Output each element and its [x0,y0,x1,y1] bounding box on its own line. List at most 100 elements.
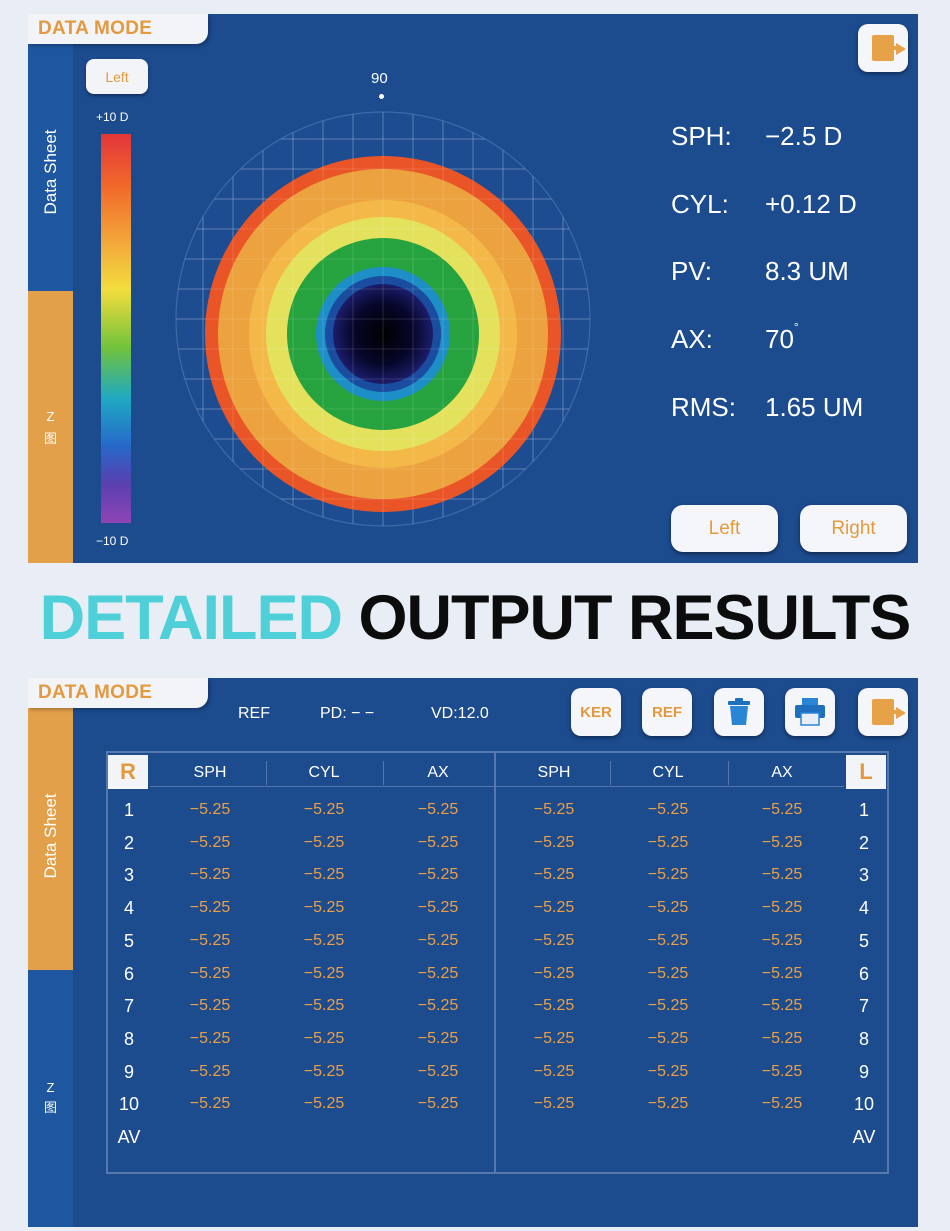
left-cell-ax: −5.25 [761,1095,803,1113]
ax-label: AX: [671,324,713,354]
right-row-label: 3 [123,865,134,886]
left-cell-ax: −5.25 [761,964,803,982]
right-cell-cyl: −5.25 [303,833,345,851]
left-cell-sph: −5.25 [533,1095,575,1113]
axis-90-label: 90 [371,70,388,87]
left-row-label: 3 [858,865,869,886]
ref-mode-label: REF [238,705,270,722]
exit-button[interactable] [858,688,908,736]
color-scale-bar [101,134,131,523]
right-cell-sph: −5.25 [189,899,231,917]
left-cell-cyl: −5.25 [647,899,689,917]
right-cell-sph: −5.25 [189,866,231,884]
left-cell-ax: −5.25 [761,833,803,851]
left-cell-sph: −5.25 [533,833,575,851]
right-header-cyl: CYL [308,764,340,781]
right-eye-button[interactable]: Right [800,505,907,552]
ker-button[interactable]: KER [571,688,621,736]
header-separator [383,761,384,785]
left-header-underline [496,786,844,787]
left-cell-ax: −5.25 [761,1029,803,1047]
left-eye-button[interactable]: Left [671,505,778,552]
left-row-label: 4 [858,898,869,919]
left-cell-cyl: −5.25 [647,931,689,949]
right-cell-ax: −5.25 [417,866,459,884]
right-cell-cyl: −5.25 [303,997,345,1015]
map-center [333,284,433,384]
right-cell-ax: −5.25 [417,997,459,1015]
right-header-sph: SPH [193,764,227,781]
left-row-label: 5 [858,930,869,951]
ax-value-number: 70 [765,324,794,354]
header-separator [610,761,611,785]
sph-value: −2.5 D [765,121,843,151]
right-cell-cyl: −5.25 [303,964,345,982]
right-cell-ax: −5.25 [417,931,459,949]
left-cell-ax: −5.25 [761,899,803,917]
right-cell-cyl: −5.25 [303,1095,345,1113]
results-table [106,751,889,1174]
sidebar-tab-z-map[interactable]: Z 图 [28,970,73,1227]
exit-icon [872,699,906,725]
left-row-label: 7 [858,996,869,1017]
right-cell-ax: −5.25 [417,1062,459,1080]
eye-selector-button[interactable]: Left [86,59,148,94]
left-row-label: 6 [858,963,869,984]
delete-button[interactable] [714,688,764,736]
left-cell-ax: −5.25 [761,866,803,884]
pv-value: 8.3 UM [765,256,849,286]
right-cell-sph: −5.25 [189,997,231,1015]
print-button[interactable] [785,688,835,736]
right-row-label: 2 [123,832,134,853]
data-sheet-screen: DATA MODE Data Sheet Z 图 REF PD: − − VD:… [28,678,918,1227]
left-cell-cyl: −5.25 [647,801,689,818]
cyl-value: +0.12 D [765,189,857,219]
left-cell-cyl: −5.25 [647,833,689,851]
headline-part1: DETAILED [39,583,343,653]
right-row-label: 6 [123,963,134,984]
right-row-label: 9 [123,1061,134,1082]
left-cell-sph: −5.25 [533,964,575,982]
headline: DETAILED OUTPUT RESULTS [0,582,950,654]
sidebar-tab-z-label: Z [46,1080,55,1095]
right-eye-label: R [108,755,148,789]
sidebar-tab-data-sheet-label: Data Sheet [40,793,60,879]
right-row-label: 5 [123,930,134,951]
left-row-label: 1 [858,800,869,820]
sidebar-tab-data-sheet-label: Data Sheet [40,129,60,215]
right-cell-sph: −5.25 [189,1062,231,1080]
cyl-label: CYL: [671,189,729,219]
left-eye-label: L [846,755,886,789]
rms-label: RMS: [671,392,736,422]
right-row-label: 10 [118,1094,140,1115]
vd-value: VD:12.0 [431,705,489,722]
left-cell-sph: −5.25 [533,866,575,884]
left-cell-ax: −5.25 [761,997,803,1015]
scale-max-label: +10 D [96,110,129,124]
right-row-label: 7 [123,996,134,1017]
left-cell-sph: −5.25 [533,1029,575,1047]
left-row-label: AV [852,1127,876,1147]
sidebar-tab-data-sheet[interactable]: Data Sheet [28,708,73,970]
left-cell-sph: −5.25 [533,899,575,917]
right-cell-ax: −5.25 [417,801,459,818]
right-cell-cyl: −5.25 [303,866,345,884]
sidebar-tab-data-sheet[interactable]: Data Sheet [28,14,73,291]
left-cell-sph: −5.25 [533,997,575,1015]
exit-button[interactable] [858,24,908,72]
right-cell-cyl: −5.25 [303,801,345,818]
ref-button[interactable]: REF [642,688,692,736]
sidebar-tab-z-map[interactable]: Z 图 [28,291,73,563]
left-header-ax: AX [771,764,793,781]
right-cell-cyl: −5.25 [303,1029,345,1047]
trash-icon [728,698,750,725]
right-cell-sph: −5.25 [189,1095,231,1113]
right-row-label: AV [117,1127,141,1147]
sidebar-tab-z-label: Z [46,409,55,424]
left-cell-cyl: −5.25 [647,1029,689,1047]
right-cell-sph: −5.25 [189,833,231,851]
right-cell-ax: −5.25 [417,899,459,917]
left-row-label: 10 [853,1094,875,1115]
pv-label: PV: [671,256,712,286]
table-divider [494,751,496,1174]
